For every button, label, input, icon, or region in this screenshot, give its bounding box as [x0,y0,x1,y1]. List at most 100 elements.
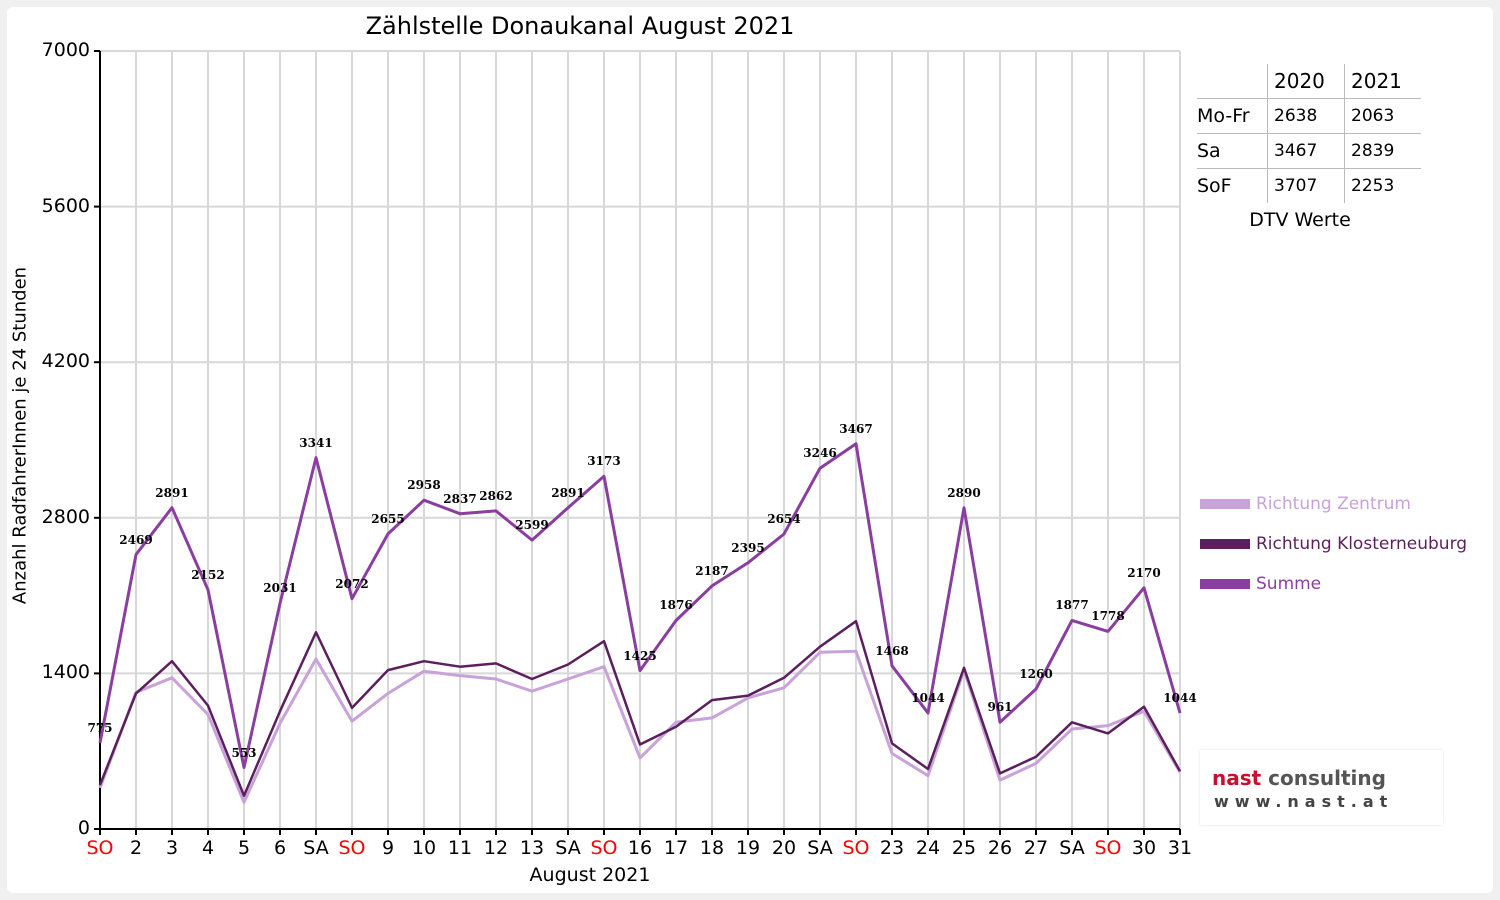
dtv-header-cell [1197,64,1268,99]
legend-swatch [1200,539,1250,549]
x-tick-label: 17 [663,837,689,859]
logo-name-part2: consulting [1261,766,1386,790]
x-tick-label: 5 [237,837,251,859]
legend-item: Richtung Zentrum [1200,494,1411,516]
data-label: 2072 [335,576,369,591]
data-label: 1044 [911,690,945,705]
logo-text: nast consulting [1212,766,1386,790]
data-label: 2152 [191,567,225,582]
x-tick-label: SA [1059,837,1085,859]
dtv-cell: 2253 [1344,168,1421,203]
data-label: 2031 [263,581,297,596]
dtv-row: SoF 3707 2253 [1197,168,1421,203]
x-tick-label: SA [303,837,329,859]
y-tick-label: 7000 [41,39,90,61]
series-line-richtung-zentrum [98,649,1182,804]
x-tick-label: 27 [1023,837,1049,859]
x-tick-label: SA [555,837,581,859]
dtv-row-label: SoF [1197,168,1268,203]
data-label: 1877 [1055,598,1089,613]
x-tick-label: 9 [381,837,395,859]
x-tick-label: 31 [1167,837,1193,859]
data-label: 2187 [695,563,729,578]
dtv-row: Sa 3467 2839 [1197,133,1421,169]
x-tick-label: SO [86,837,114,859]
data-label: 775 [87,720,113,735]
legend-item: Summe [1200,574,1321,596]
dtv-row: Mo-Fr 2638 2063 [1197,98,1421,134]
data-label: 2890 [947,485,981,500]
y-tick-label: 5600 [41,194,90,217]
data-label: 2891 [551,485,585,500]
data-label: 3246 [803,446,837,461]
x-tick-label: 11 [447,837,473,859]
series-line-summe [98,442,1182,769]
x-tick-label: SO [590,837,618,859]
x-tick-label: 18 [699,837,725,859]
x-tick-label: 23 [879,837,905,859]
x-tick-label: 26 [987,837,1013,859]
x-tick-label: 24 [915,837,941,859]
data-label: 1876 [659,598,693,613]
x-axis-label: August 2021 [529,864,651,886]
chart-title: Zählstelle Donaukanal August 2021 [365,12,795,40]
y-tick-label: 4200 [41,350,90,373]
data-label: 1044 [1163,690,1197,705]
x-tick-label: 12 [483,837,509,859]
data-label: 3173 [587,454,621,469]
logo-name-part1: nast [1212,766,1262,790]
data-label: 1260 [1019,666,1053,681]
data-label: 2862 [479,488,513,503]
dtv-header-cell: 2020 [1267,64,1345,99]
y-tick-label: 2800 [41,505,90,528]
dtv-table: 2020 2021 Mo-Fr 2638 2063 Sa 3467 2839 S… [1197,64,1421,203]
x-tick-label: 3 [165,837,179,859]
data-label: 2837 [443,491,477,506]
legend-item: Richtung Klosterneuburg [1200,534,1467,556]
x-tick-label: 4 [201,837,215,859]
x-tick-label: 6 [273,837,287,859]
data-label: 3341 [299,435,333,450]
x-tick-label: 30 [1131,837,1157,859]
data-label: 3467 [839,421,873,436]
x-tick-label: 2 [129,837,143,859]
dtv-header-row: 2020 2021 [1197,64,1421,99]
data-label: 2469 [119,532,153,547]
data-label: 1468 [875,643,909,658]
data-label: 1778 [1091,609,1125,624]
dtv-cell: 3707 [1267,168,1345,203]
legend-swatch [1200,579,1250,589]
x-tick-label: 25 [951,837,977,859]
logo-url: www.nast.at [1214,792,1394,811]
dtv-cell: 2839 [1344,133,1421,169]
legend-label: Richtung Klosterneuburg [1256,534,1468,554]
legend-label: Richtung Zentrum [1256,494,1411,514]
x-tick-label: SO [842,837,870,859]
y-tick-label: 0 [77,817,90,839]
x-tick-label: 10 [411,837,437,859]
dtv-row-label: Mo-Fr [1197,98,1268,134]
data-label: 2655 [371,511,405,526]
data-label: 1425 [623,648,657,663]
dtv-caption: DTV Werte [1249,209,1351,231]
x-tick-label: 20 [771,837,797,859]
data-label: 2891 [155,485,189,500]
company-logo: nast consulting www.nast.at [1200,750,1443,825]
data-label: 553 [231,745,257,760]
x-tick-label: 16 [627,837,653,859]
data-label: 2395 [731,540,765,555]
x-tick-label: SO [338,837,366,859]
data-label: 2599 [515,518,549,533]
data-label: 2654 [767,512,801,527]
legend-swatch [1200,499,1250,509]
data-label: 2170 [1127,565,1161,580]
data-label: 2958 [407,478,441,493]
x-tick-label: SO [1094,837,1122,859]
dtv-header-cell: 2021 [1344,64,1421,99]
legend-label: Summe [1256,574,1322,594]
dtv-row-label: Sa [1197,133,1268,169]
x-tick-label: SA [807,837,833,859]
dtv-cell: 2638 [1267,98,1345,134]
dtv-cell: 2063 [1344,98,1421,134]
